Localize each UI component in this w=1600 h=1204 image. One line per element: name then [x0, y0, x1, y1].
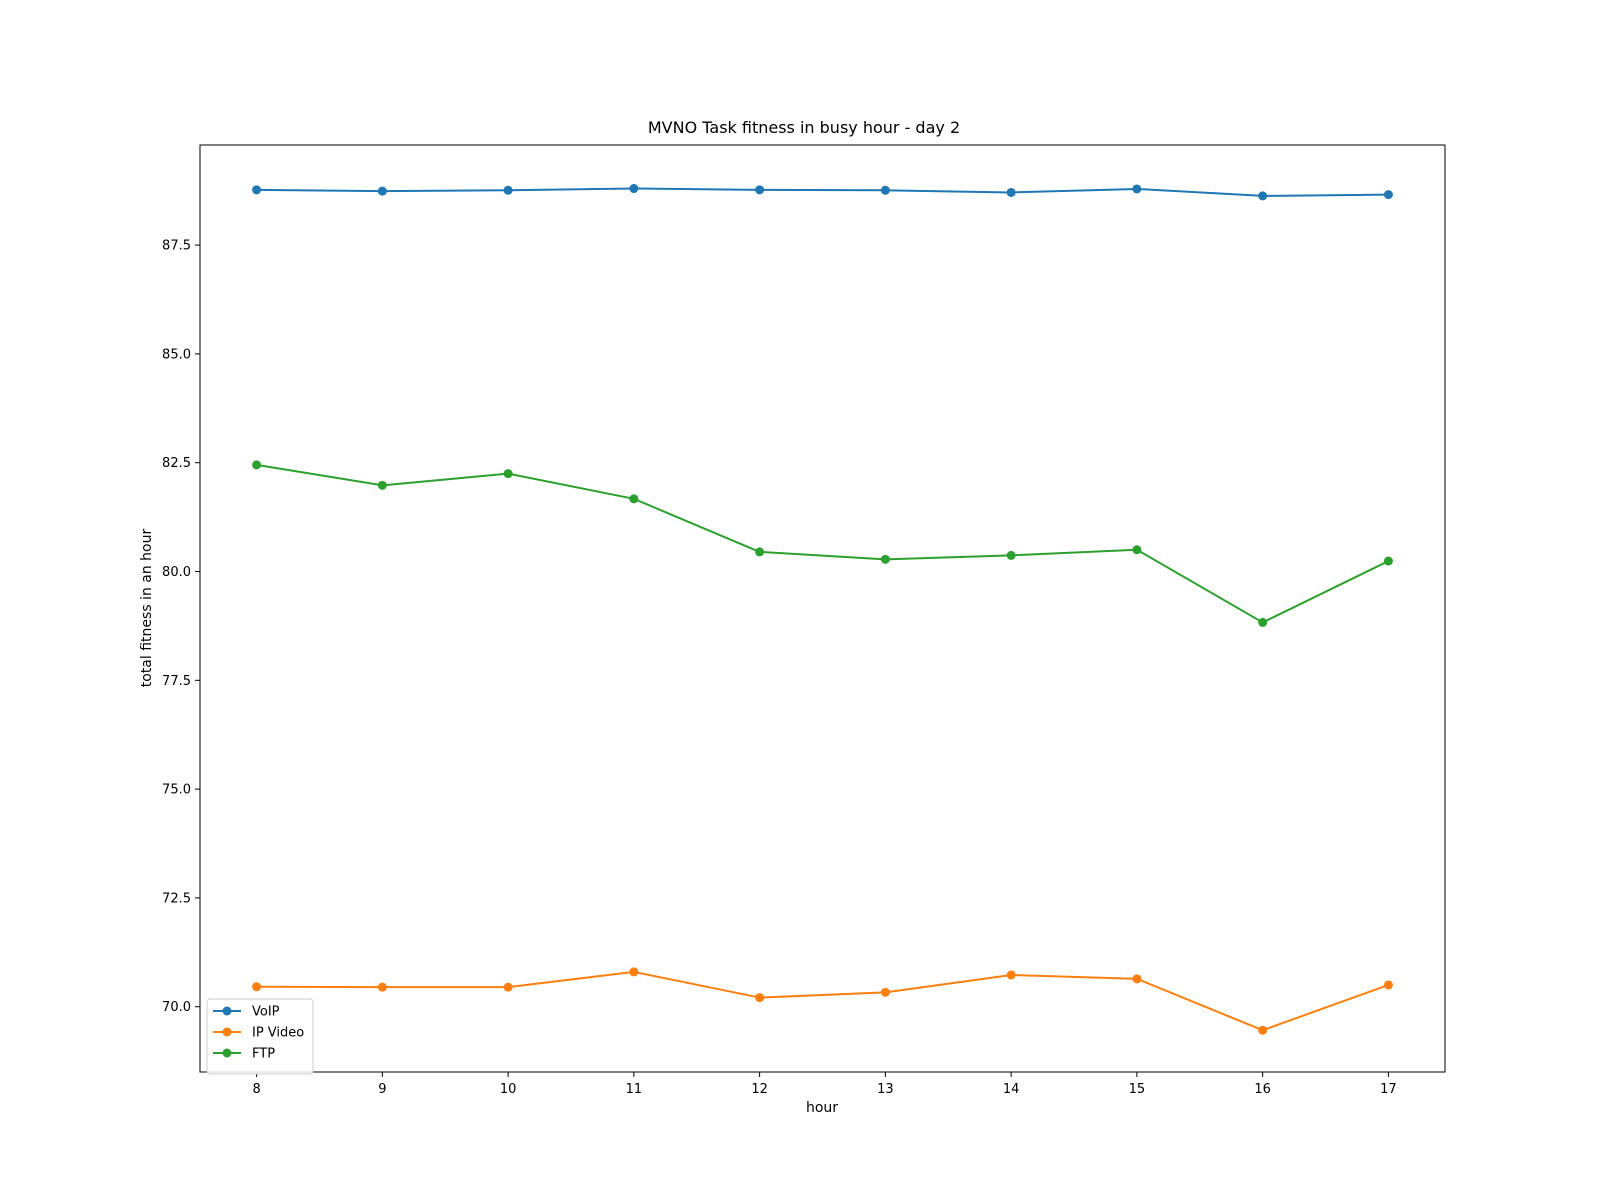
- data-point-ip-video: [1258, 1025, 1268, 1035]
- series-line-ip-video: [256, 970, 1389, 1032]
- data-point-ip-video: [1383, 980, 1393, 990]
- legend-label: VoIP: [252, 1005, 280, 1020]
- x-tick-label: 13: [877, 1082, 894, 1097]
- x-axis: 8 9 10 11 12 13 14 15 16 17: [252, 1072, 1397, 1097]
- data-point-voip: [1132, 184, 1142, 194]
- data-point-ftp: [880, 554, 890, 564]
- x-tick-label: 16: [1254, 1082, 1271, 1097]
- data-point-ftp: [503, 469, 513, 479]
- y-tick-label: 72.5: [162, 891, 191, 906]
- data-point-ip-video: [1132, 974, 1142, 984]
- data-point-voip: [1383, 190, 1393, 200]
- series-line-voip: [256, 187, 1389, 197]
- data-point-ip-video: [755, 993, 765, 1003]
- data-point-ip-video: [629, 967, 639, 977]
- y-tick-label: 87.5: [162, 239, 191, 254]
- data-point-voip: [252, 185, 262, 195]
- series-voip: [252, 184, 1393, 201]
- legend-box: [206, 998, 314, 1075]
- data-point-voip: [880, 185, 890, 195]
- series-ip-video: [252, 967, 1393, 1035]
- data-point-voip: [377, 186, 387, 196]
- series-line-ftp: [256, 463, 1389, 624]
- legend-marker-swatch: [222, 1027, 232, 1037]
- chart-title: MVNO Task fitness in busy hour - day 2: [648, 118, 960, 137]
- x-tick-label: 8: [252, 1082, 260, 1097]
- data-point-ftp: [252, 460, 262, 470]
- data-point-ftp: [629, 494, 639, 504]
- legend-marker-swatch: [222, 1048, 232, 1058]
- data-point-voip: [629, 184, 639, 194]
- legend-label: FTP: [252, 1047, 275, 1062]
- plot-area-frame: [199, 144, 1446, 1073]
- y-tick-label: 82.5: [162, 456, 191, 471]
- data-point-ftp: [1006, 550, 1016, 560]
- data-point-voip: [755, 185, 765, 195]
- x-tick-label: 10: [500, 1082, 517, 1097]
- data-point-ip-video: [1006, 970, 1016, 980]
- data-point-ip-video: [252, 982, 262, 992]
- x-axis-label: hour: [806, 1100, 838, 1116]
- y-tick-label: 85.0: [162, 347, 191, 362]
- legend-item-voip: VoIP: [213, 1005, 280, 1020]
- data-point-ip-video: [377, 982, 387, 992]
- y-axis-label: total fitness in an hour: [139, 529, 155, 688]
- legend-label: IP Video: [252, 1026, 304, 1041]
- data-point-voip: [1258, 191, 1268, 201]
- x-tick-label: 15: [1129, 1082, 1146, 1097]
- y-tick-label: 77.5: [162, 674, 191, 689]
- data-point-ftp: [377, 480, 387, 490]
- legend: VoIP IP Video FTP: [206, 998, 314, 1075]
- plot-lines: [252, 184, 1393, 1035]
- series-ftp: [252, 460, 1393, 627]
- y-tick-label: 70.0: [162, 1000, 191, 1015]
- legend-marker-swatch: [222, 1006, 232, 1016]
- data-point-ip-video: [880, 987, 890, 997]
- data-point-voip: [1006, 187, 1016, 197]
- legend-item-ip-video: IP Video: [213, 1026, 304, 1041]
- legend-item-ftp: FTP: [213, 1047, 275, 1062]
- y-tick-label: 75.0: [162, 783, 191, 798]
- data-point-ftp: [1132, 545, 1142, 555]
- x-tick-label: 11: [626, 1082, 643, 1097]
- data-point-ftp: [1383, 556, 1393, 566]
- y-axis: 70.0 72.5 75.0 77.5 80.0 82.5 85.0 87.5: [162, 239, 200, 1015]
- data-point-ftp: [755, 547, 765, 557]
- data-point-ftp: [1258, 617, 1268, 627]
- y-tick-label: 80.0: [162, 565, 191, 580]
- data-point-ip-video: [503, 982, 513, 992]
- x-tick-label: 17: [1380, 1082, 1397, 1097]
- x-tick-label: 14: [1003, 1082, 1020, 1097]
- data-point-voip: [503, 185, 513, 195]
- x-tick-label: 12: [751, 1082, 768, 1097]
- x-tick-label: 9: [378, 1082, 386, 1097]
